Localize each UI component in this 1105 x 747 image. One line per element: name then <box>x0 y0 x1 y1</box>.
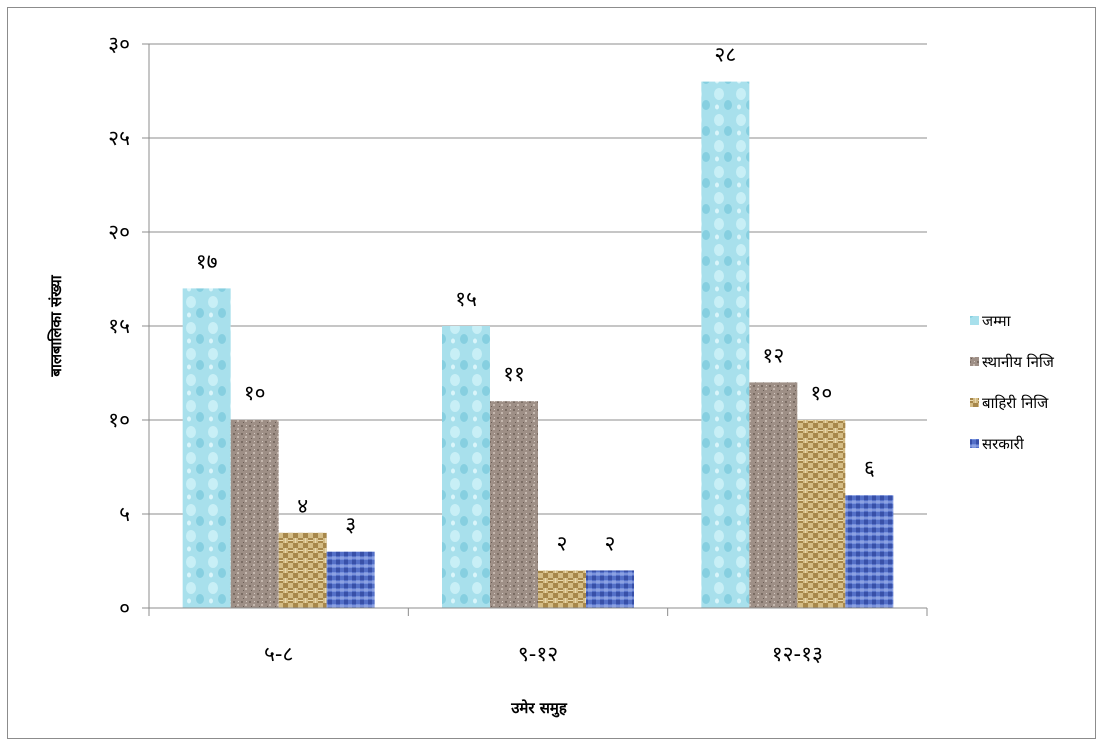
data-label: ६ <box>864 456 875 480</box>
data-label: १७ <box>196 249 218 273</box>
data-label: ३ <box>345 513 356 537</box>
y-tick-label: ० <box>119 596 130 620</box>
data-label: २ <box>557 531 568 555</box>
data-label: २ <box>605 531 616 555</box>
x-axis-title: उमेर समुह <box>510 699 568 718</box>
data-labels: १७ १५ २८ १० ११ १२ ४ २ १० ३ २ ६ <box>196 43 875 556</box>
data-label: १० <box>244 381 266 405</box>
legend-swatch <box>970 439 979 448</box>
legend-label: सरकारी <box>982 435 1025 453</box>
x-tick-label: ९-१२ <box>518 642 558 666</box>
bar <box>586 570 634 608</box>
data-label: १५ <box>455 287 477 311</box>
bar <box>538 570 586 608</box>
y-tick-label: ३० <box>108 32 130 56</box>
y-tick-label: १५ <box>108 314 130 338</box>
legend-swatch <box>970 357 979 366</box>
bar <box>326 551 375 608</box>
bar <box>797 420 846 608</box>
data-label: ११ <box>503 362 525 386</box>
bar <box>749 382 798 608</box>
bar <box>442 326 490 608</box>
y-tick-label: १० <box>108 408 130 432</box>
y-axis-ticks: ० ५ १० १५ २० २५ ३० <box>108 32 149 620</box>
bar-chart: ० ५ १० १५ २० २५ ३० १७ १५ २८ १० ११ १२ ४ २ १० ३ २ ६ ५-८ ९-१२… <box>47 32 1055 718</box>
chart-frame: ० ५ १० १५ २० २५ ३० १७ १५ २८ १० ११ १२ ४ २ १० ३ २ ६ ५-८ ९-१२… <box>7 7 1096 739</box>
bar <box>490 401 538 608</box>
x-axis-ticks: ५-८ ९-१२ १२-१३ <box>148 608 928 666</box>
y-tick-label: ५ <box>119 502 130 526</box>
bar <box>230 420 279 608</box>
legend-label: स्थानीय निजि <box>982 353 1055 371</box>
legend-swatch <box>970 398 979 407</box>
y-tick-label: २५ <box>108 126 130 150</box>
legend-label: बाहिरी निजि <box>982 394 1049 412</box>
data-label: १० <box>810 381 832 405</box>
bars <box>182 81 894 609</box>
bar <box>278 532 327 608</box>
data-label: १२ <box>762 343 784 367</box>
y-axis-title: बालबालिका संख्या <box>47 274 65 377</box>
x-tick-label: ५-८ <box>264 642 293 666</box>
y-tick-label: २० <box>108 220 130 244</box>
legend-label: जम्मा <box>982 312 1012 330</box>
bar <box>701 81 750 609</box>
x-axis <box>148 44 927 609</box>
legend: जम्मा स्थानीय निजि बाहिरी निजि सरकारी <box>970 312 1055 453</box>
legend-swatch <box>970 316 979 325</box>
x-tick-label: १२-१३ <box>772 642 823 666</box>
data-label: ४ <box>297 494 308 518</box>
data-label: २८ <box>714 43 736 67</box>
bar <box>182 288 231 608</box>
bar <box>845 495 894 608</box>
